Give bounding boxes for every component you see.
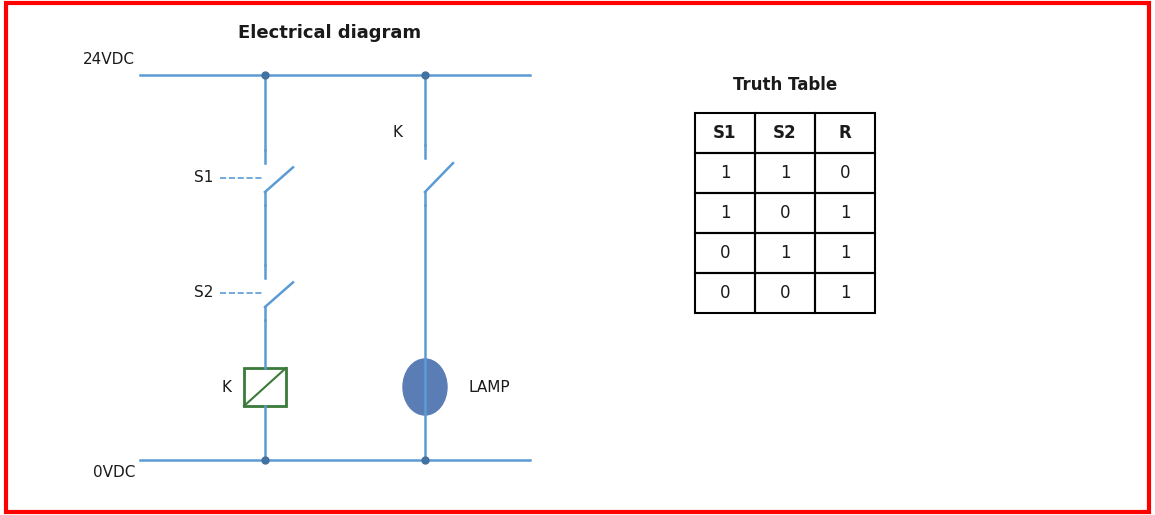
Bar	[695, 113, 755, 153]
Bar	[755, 233, 815, 273]
Text: 0: 0	[840, 164, 850, 182]
Bar	[815, 273, 875, 313]
Text: S2: S2	[194, 285, 213, 300]
Text: 1: 1	[840, 204, 850, 222]
Text: R: R	[839, 124, 851, 142]
Bar	[755, 153, 815, 193]
Bar	[244, 368, 286, 406]
Text: S1: S1	[714, 124, 737, 142]
Bar	[755, 193, 815, 233]
Text: 0: 0	[780, 284, 790, 302]
Text: 1: 1	[780, 244, 790, 262]
Text: S2: S2	[773, 124, 797, 142]
Bar	[695, 273, 755, 313]
Text: 1: 1	[780, 164, 790, 182]
Text: Truth Table: Truth Table	[733, 76, 837, 94]
Text: 0: 0	[780, 204, 790, 222]
Bar	[755, 113, 815, 153]
Text: K: K	[222, 380, 232, 394]
Ellipse shape	[403, 359, 447, 415]
Text: Electrical diagram: Electrical diagram	[238, 24, 422, 42]
Text: 0VDC: 0VDC	[92, 465, 135, 480]
Text: 1: 1	[840, 284, 850, 302]
Bar	[815, 193, 875, 233]
Text: 1: 1	[720, 164, 730, 182]
Bar	[815, 113, 875, 153]
Text: LAMP: LAMP	[469, 380, 511, 394]
Bar	[755, 273, 815, 313]
Text: S1: S1	[194, 170, 213, 185]
Text: 0: 0	[720, 284, 730, 302]
Bar	[695, 193, 755, 233]
Bar	[815, 233, 875, 273]
Text: 24VDC: 24VDC	[83, 52, 135, 67]
Text: K: K	[392, 125, 402, 140]
Bar	[695, 233, 755, 273]
Text: 1: 1	[720, 204, 730, 222]
Text: 0: 0	[720, 244, 730, 262]
Text: 1: 1	[840, 244, 850, 262]
Bar	[695, 153, 755, 193]
Bar	[815, 153, 875, 193]
